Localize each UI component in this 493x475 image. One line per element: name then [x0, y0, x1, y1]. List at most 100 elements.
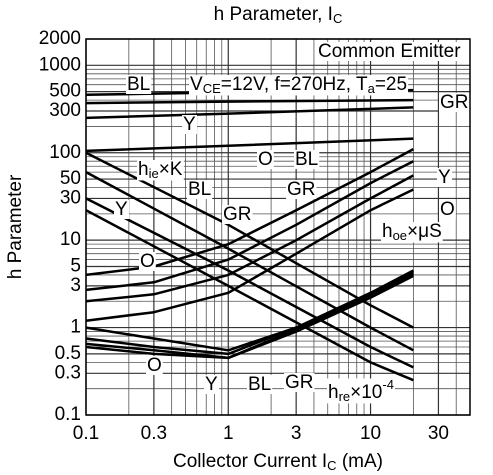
annotation-part: oe	[393, 228, 407, 243]
y-axis-label: h Parameter	[5, 174, 26, 279]
annotation-group: Common Emitter	[317, 41, 463, 62]
curve	[85, 274, 414, 360]
annotation-group: O	[139, 251, 156, 272]
y-tick-label: 2000	[39, 28, 81, 49]
annotation-group: BL	[126, 74, 152, 95]
annotation-bg	[317, 42, 463, 62]
annotation-part: -4	[382, 377, 394, 392]
annotation-bg	[187, 180, 213, 200]
annotation-group: Y	[182, 114, 197, 135]
x-axis-label-group: Collector Current IC (mA)	[173, 451, 383, 473]
annotation: Y	[115, 199, 128, 220]
annotation-part: =12V, f=270Hz, T	[221, 74, 368, 95]
annotation-group: O	[257, 149, 274, 170]
annotation-part: a	[368, 81, 376, 96]
annotation: O	[140, 251, 155, 272]
curve	[85, 209, 414, 382]
curve	[85, 98, 414, 105]
chart-title-part: C	[333, 11, 342, 26]
annotation-group: BL	[187, 179, 213, 200]
annotation-part: BL	[295, 149, 318, 170]
annotation-group: hie×K	[137, 159, 184, 181]
annotation: BL	[295, 149, 318, 170]
annotation-part: Common Emitter	[318, 41, 461, 62]
x-tick-label: 0.1	[73, 423, 99, 444]
annotation-group: Y	[114, 199, 129, 220]
annotation-group: Y	[204, 374, 219, 395]
annotation: BL	[127, 74, 150, 95]
chart-title: h Parameter, IC	[214, 4, 343, 26]
curve	[85, 197, 414, 369]
y-tick-label: 50	[60, 168, 81, 189]
annotation-group: VCE=12V, f=270Hz, Ta=25	[189, 74, 409, 96]
annotation-bg	[286, 180, 317, 200]
curve	[85, 160, 414, 292]
annotation-part: O	[440, 199, 455, 220]
annotation: GR	[223, 204, 252, 225]
curve	[85, 106, 414, 120]
annotation-group: GR	[284, 372, 315, 393]
y-tick-label: 5	[70, 255, 81, 276]
annotation-part: re	[339, 389, 351, 404]
annotation-group: BL	[247, 374, 273, 395]
x-axis-label-part: Collector Current I	[173, 451, 327, 472]
annotation-group: GR	[222, 204, 253, 225]
annotation-group: BL	[294, 149, 320, 170]
annotation: BL	[188, 179, 211, 200]
annotation-bg	[126, 75, 152, 95]
annotation-part: ×10	[350, 382, 382, 403]
y-tick-label: 1	[70, 317, 81, 338]
annotation-part: ×K	[159, 159, 183, 180]
plot-frame	[85, 38, 471, 416]
annotation-bg	[139, 252, 156, 272]
annotation-part: Y	[183, 114, 196, 135]
y-tick-label: 3	[70, 275, 81, 296]
y-tick-label: 500	[49, 81, 81, 102]
x-tick-label: 1	[223, 423, 234, 444]
annotation-group: O	[146, 355, 163, 376]
curve	[85, 137, 414, 153]
annotation-part: V	[190, 74, 203, 95]
annotation-part: ie	[149, 166, 159, 181]
x-tick-label: 0.3	[141, 423, 167, 444]
annotation: VCE=12V, f=270Hz, Ta=25	[190, 74, 407, 96]
annotation-bg	[247, 375, 273, 395]
y-tick-label: 0.5	[55, 343, 81, 364]
annotation-part: ×μS	[407, 221, 442, 242]
annotation-group: hoe×μS	[381, 221, 443, 243]
y-tick-label: 10	[60, 229, 81, 250]
annotation: Y	[438, 167, 451, 188]
annotation: Common Emitter	[318, 41, 461, 62]
annotation-bg	[284, 373, 315, 393]
annotation-bg	[146, 356, 163, 376]
annotation-part: GR	[223, 204, 252, 225]
annotation-part: Y	[205, 374, 218, 395]
curve	[85, 271, 414, 356]
annotation-part: BL	[248, 374, 271, 395]
annotation-bg	[222, 205, 253, 225]
y-tick-label: 300	[49, 100, 81, 121]
annotation-part: CE	[203, 81, 221, 96]
annotation-group: GR	[286, 179, 317, 200]
annotation-bg	[189, 75, 409, 96]
annotation: O	[440, 199, 455, 220]
annotation: GR	[287, 179, 316, 200]
annotation-bg	[437, 168, 452, 188]
annotation-part: O	[147, 355, 162, 376]
annotation: GR	[285, 372, 314, 393]
curve	[85, 174, 414, 303]
annotation-part: O	[258, 149, 273, 170]
x-tick-label: 30	[428, 423, 449, 444]
x-axis-label: Collector Current IC (mA)	[173, 451, 383, 473]
annotation-part: h	[328, 382, 339, 403]
annotation-bg	[114, 200, 129, 220]
annotation: O	[147, 355, 162, 376]
annotation-part: Y	[115, 199, 128, 220]
annotation: GR	[440, 92, 469, 113]
annotation-part: GR	[287, 179, 316, 200]
annotation-bg	[381, 222, 443, 243]
annotation-bg	[182, 115, 197, 135]
y-tick-label: 100	[49, 142, 81, 163]
annotation-bg	[137, 160, 184, 181]
